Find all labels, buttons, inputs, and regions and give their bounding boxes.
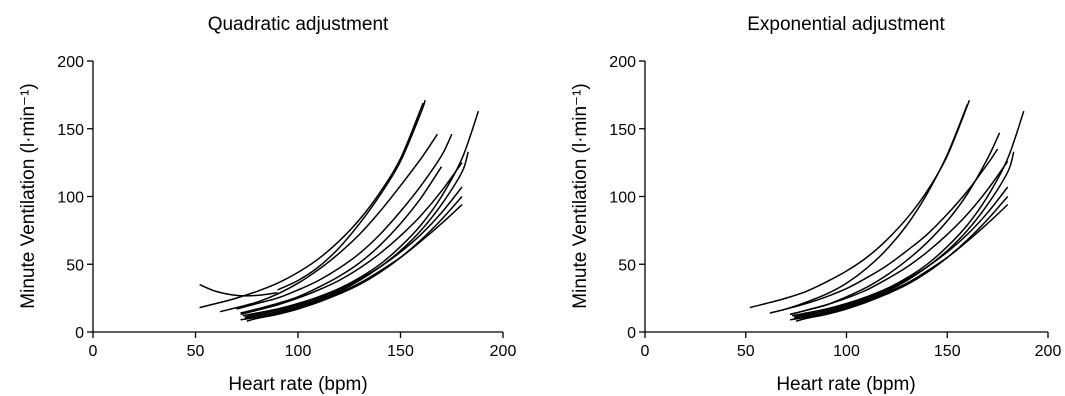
x-tick-label: 150: [934, 343, 961, 360]
y-tick-label: 0: [75, 325, 84, 342]
x-tick-label: 150: [387, 343, 414, 360]
x-axis-label: Heart rate (bpm): [228, 374, 367, 395]
series-line-11: [240, 204, 463, 321]
y-tick-label: 50: [66, 257, 84, 274]
ticks: 0 50 100 150 200 0 50 100 150 200: [57, 54, 516, 360]
series-line-9: [244, 186, 463, 318]
x-tick-label: 0: [641, 343, 650, 360]
series-line-5: [791, 110, 1025, 317]
series-line-1: [277, 100, 426, 291]
x-tick-label: 50: [737, 343, 755, 360]
x-tick-label: 100: [833, 343, 860, 360]
ticks: 0 50 100 150 200 0 50 100 150 200: [609, 54, 1061, 360]
series-line-0: [749, 100, 971, 309]
series-line-10: [246, 195, 463, 322]
series-line-6: [240, 162, 463, 316]
series-line-7: [242, 110, 480, 317]
y-axis-label: Minute Ventilation (l·min⁻¹): [18, 83, 39, 308]
curves: [749, 100, 1025, 322]
x-tick-label: 200: [1035, 343, 1062, 360]
y-tick-label: 100: [57, 190, 84, 207]
x-tick-label: 200: [490, 343, 517, 360]
x-tick-label: 0: [89, 343, 98, 360]
series-line-4: [236, 133, 453, 310]
series-line-2: [785, 148, 999, 310]
chart-title: Exponential adjustment: [747, 14, 945, 35]
x-tick-label: 50: [187, 343, 205, 360]
y-tick-label: 0: [627, 325, 636, 342]
chart-title: Quadratic adjustment: [208, 14, 389, 35]
quadratic-panel: Quadratic adjustment Heart rate (bpm) Mi…: [18, 14, 516, 395]
exponential-panel: Exponential adjustment Heart rate (bpm) …: [570, 14, 1061, 395]
series-line-5: [240, 166, 443, 314]
y-tick-label: 150: [609, 122, 636, 139]
y-tick-label: 50: [618, 257, 636, 274]
series-line-4: [789, 160, 1009, 316]
x-axis-label: Heart rate (bpm): [776, 374, 915, 395]
x-tick-label: 100: [285, 343, 312, 360]
series-line-8: [244, 151, 469, 320]
y-axis-label: Minute Ventilation (l·min⁻¹): [570, 83, 591, 308]
y-tick-label: 150: [57, 122, 84, 139]
series-line-1: [769, 104, 969, 314]
y-tick-label: 200: [609, 54, 636, 71]
series-line-9: [789, 204, 1009, 321]
y-tick-label: 100: [609, 190, 636, 207]
series-line-2: [199, 102, 424, 309]
series-line-3: [219, 133, 439, 313]
series-line-6: [793, 151, 1015, 320]
curves: [199, 100, 480, 322]
series-line-8: [795, 195, 1009, 322]
series-line-7: [793, 186, 1009, 318]
series-line-0: [199, 283, 278, 297]
y-tick-label: 200: [57, 54, 84, 71]
